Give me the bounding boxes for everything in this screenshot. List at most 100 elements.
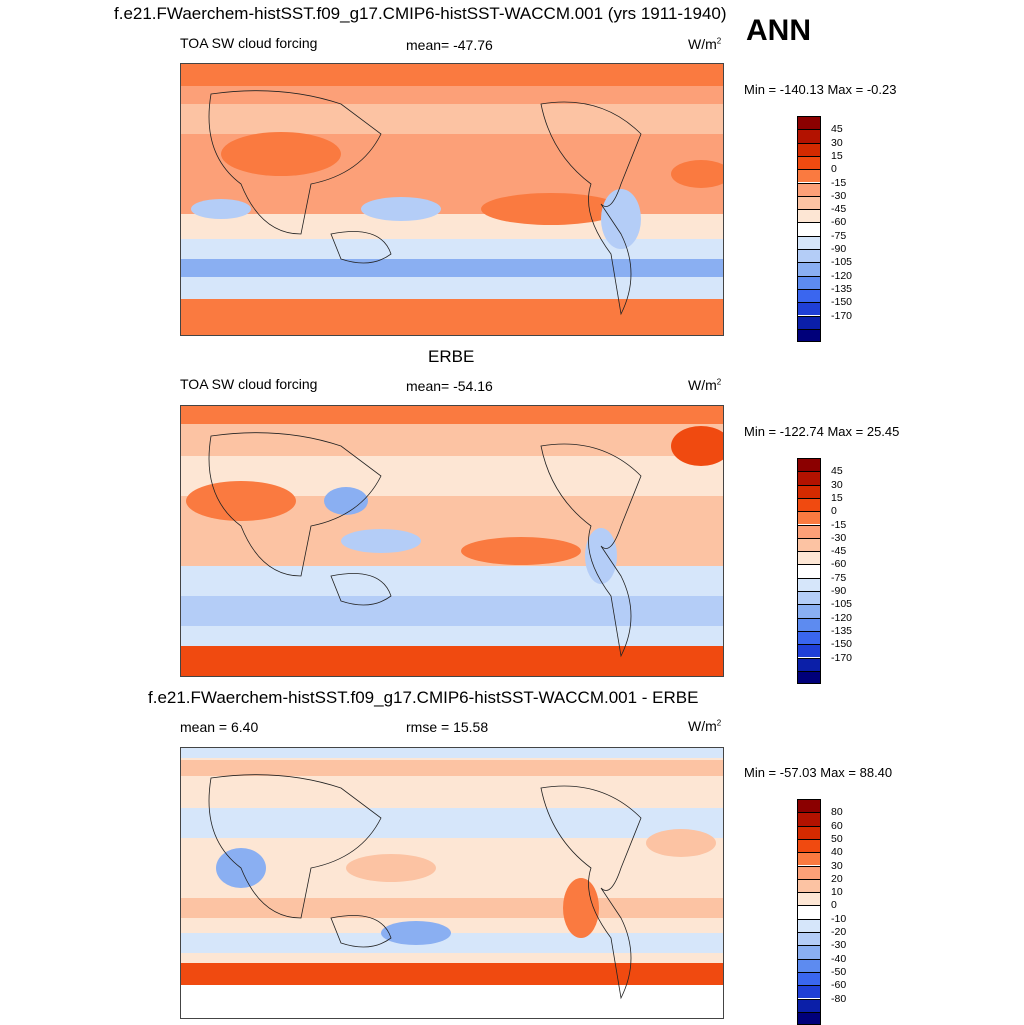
panel1-map bbox=[180, 63, 724, 336]
colorbar-swatch bbox=[797, 985, 821, 999]
colorbar-tick-label: -150 bbox=[831, 638, 853, 651]
colorbar-tick-label: -80 bbox=[831, 992, 847, 1005]
colorbar-tick-label: -60 bbox=[831, 558, 847, 571]
colorbar-swatch bbox=[797, 644, 821, 658]
colorbar-swatch bbox=[797, 235, 821, 249]
colorbar-swatch bbox=[797, 918, 821, 932]
colorbar-tick-label: -30 bbox=[831, 531, 847, 544]
colorbar-swatch bbox=[797, 328, 821, 343]
colorbar-swatch bbox=[797, 852, 821, 866]
colorbar-tick-label: -170 bbox=[831, 309, 853, 322]
colorbar-tick-label: -135 bbox=[831, 624, 853, 637]
colorbar-tick-label: -15 bbox=[831, 518, 847, 531]
colorbar-swatch bbox=[797, 670, 821, 685]
colorbar-swatch bbox=[797, 195, 821, 210]
colorbar-swatch bbox=[797, 484, 821, 498]
colorbar-tick-label: -75 bbox=[831, 229, 847, 242]
panel2-units-label: W/m2 bbox=[688, 377, 722, 393]
panel1-variable-label: TOA SW cloud forcing bbox=[180, 35, 318, 51]
panel3-mean-label: mean = 6.40 bbox=[180, 719, 259, 735]
colorbar-tick-label: -45 bbox=[831, 545, 847, 558]
colorbar-swatch bbox=[797, 222, 821, 236]
colorbar-tick-label: -60 bbox=[831, 216, 847, 229]
colorbar-tick-label: -20 bbox=[831, 926, 847, 938]
colorbar-swatch bbox=[797, 932, 821, 946]
panel2-map bbox=[180, 405, 724, 677]
colorbar-swatch bbox=[797, 209, 821, 223]
colorbar-swatch bbox=[797, 838, 821, 853]
colorbar-swatch bbox=[797, 971, 821, 986]
panel2-mean-label: mean= -54.16 bbox=[406, 378, 493, 394]
colorbar-swatch bbox=[797, 155, 821, 170]
panel2-field bbox=[181, 406, 723, 676]
colorbar-swatch bbox=[797, 142, 821, 156]
colorbar-tick-label: 0 bbox=[831, 505, 837, 518]
colorbar-tick-label: 30 bbox=[831, 136, 843, 149]
colorbar-tick-label: -150 bbox=[831, 296, 853, 309]
colorbar-swatch bbox=[797, 116, 821, 130]
colorbar-swatch bbox=[797, 617, 821, 631]
colorbar-tick-label: -30 bbox=[831, 189, 847, 202]
colorbar-tick-label: 0 bbox=[831, 899, 837, 912]
colorbar-tick-label: 40 bbox=[831, 846, 843, 859]
colorbar-tick-label: 30 bbox=[831, 478, 843, 491]
colorbar-swatch bbox=[797, 524, 821, 538]
colorbar-swatch bbox=[797, 275, 821, 289]
season-label: ANN bbox=[746, 14, 811, 47]
panel1-mean-label: mean= -47.76 bbox=[406, 37, 493, 53]
colorbar-swatch bbox=[797, 129, 821, 143]
panel2-heading: ERBE bbox=[428, 347, 475, 366]
colorbar-tick-label: 20 bbox=[831, 872, 843, 885]
colorbar-swatch bbox=[797, 945, 821, 959]
colorbar-swatch bbox=[797, 471, 821, 485]
colorbar-swatch bbox=[797, 511, 821, 525]
colorbar-tick-label: -45 bbox=[831, 203, 847, 216]
colorbar-tick-label: -10 bbox=[831, 912, 847, 925]
colorbar-swatch bbox=[797, 998, 821, 1012]
colorbar-tick-label: 10 bbox=[831, 886, 843, 899]
colorbar-tick-label: -15 bbox=[831, 176, 847, 189]
colorbar-swatch bbox=[797, 657, 821, 671]
colorbar-swatch bbox=[797, 315, 821, 329]
colorbar-tick-label: -60 bbox=[831, 979, 847, 992]
colorbar-swatch bbox=[797, 458, 821, 472]
colorbar-tick-label: -90 bbox=[831, 243, 847, 255]
colorbar-swatch bbox=[797, 604, 821, 618]
colorbar-tick-label: -120 bbox=[831, 269, 853, 282]
colorbar-swatch bbox=[797, 564, 821, 578]
colorbar-swatch bbox=[797, 497, 821, 512]
panel3-field bbox=[181, 748, 723, 1018]
colorbar-tick-label: -90 bbox=[831, 585, 847, 597]
colorbar-swatch bbox=[797, 812, 821, 826]
colorbar-tick-label: -120 bbox=[831, 611, 853, 624]
colorbar-swatch bbox=[797, 302, 821, 316]
colorbar-tick-label: -40 bbox=[831, 952, 847, 965]
panel3-map bbox=[180, 747, 724, 1019]
colorbar-tick-label: -135 bbox=[831, 282, 853, 295]
colorbar-swatch bbox=[797, 182, 821, 196]
colorbar-swatch bbox=[797, 825, 821, 839]
colorbar-swatch bbox=[797, 591, 821, 605]
colorbar-tick-label: 80 bbox=[831, 806, 843, 819]
colorbar-tick-label: 60 bbox=[831, 819, 843, 832]
colorbar-swatch bbox=[797, 958, 821, 972]
colorbar-swatch bbox=[797, 577, 821, 591]
colorbar-swatch bbox=[797, 905, 821, 919]
colorbar-tick-label: 30 bbox=[831, 859, 843, 872]
panel1-minmax: Min = -140.13 Max = -0.23 bbox=[744, 82, 897, 97]
panel2-variable-label: TOA SW cloud forcing bbox=[180, 376, 318, 392]
colorbar-tick-label: -105 bbox=[831, 598, 853, 611]
colorbar-swatch bbox=[797, 551, 821, 565]
colorbar-swatch bbox=[797, 262, 821, 276]
panel3-minmax: Min = -57.03 Max = 88.40 bbox=[744, 765, 893, 780]
panel1-units-label: W/m2 bbox=[688, 36, 722, 52]
colorbar-tick-label: -50 bbox=[831, 965, 847, 978]
colorbar-tick-label: 45 bbox=[831, 123, 843, 136]
colorbar-swatch bbox=[797, 1011, 821, 1025]
panel3-rmse-label: rmse = 15.58 bbox=[406, 719, 489, 735]
colorbar-swatch bbox=[797, 288, 821, 303]
colorbar-swatch bbox=[797, 865, 821, 879]
colorbar-swatch bbox=[797, 249, 821, 263]
colorbar-tick-label: 50 bbox=[831, 832, 843, 845]
panel3-units-label: W/m2 bbox=[688, 718, 722, 734]
